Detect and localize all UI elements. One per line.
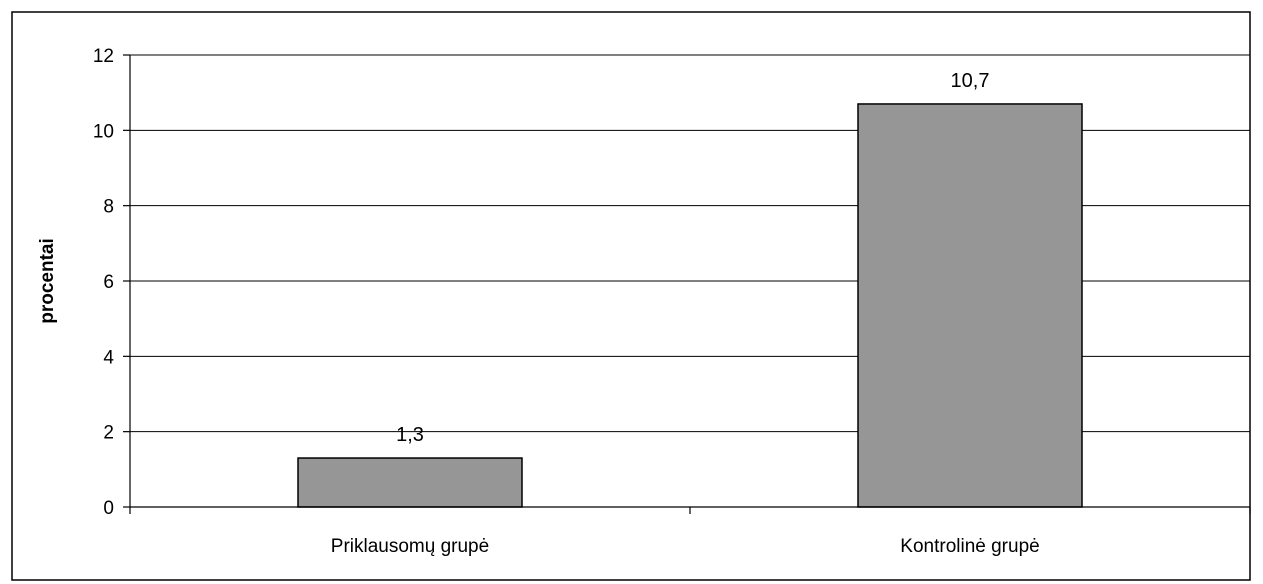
data-label: 1,3	[396, 424, 424, 446]
bar	[297, 457, 523, 508]
y-tick-label: 2	[103, 423, 114, 444]
y-tick-label: 6	[103, 272, 114, 293]
x-tick-label: Kontrolinė grupė	[900, 536, 1039, 557]
y-tick-label: 4	[103, 347, 114, 368]
axes	[123, 54, 1251, 514]
y-tick-label: 10	[93, 121, 114, 142]
y-tick-label: 8	[103, 197, 114, 218]
y-axis-title: procentai	[37, 238, 58, 324]
bars	[297, 103, 1083, 508]
y-tick-label: 0	[103, 498, 114, 519]
bar	[857, 103, 1083, 508]
data-label: 10,7	[951, 70, 990, 92]
x-tick-labels: Priklausomų grupė Kontrolinė grupė	[331, 536, 1040, 557]
y-tick-label: 12	[93, 46, 114, 67]
data-labels: 1,3 10,7	[396, 70, 989, 446]
x-tick-label: Priklausomų grupė	[331, 536, 489, 557]
y-tick-labels: 0 2 4 6 8 10 12	[93, 46, 115, 519]
